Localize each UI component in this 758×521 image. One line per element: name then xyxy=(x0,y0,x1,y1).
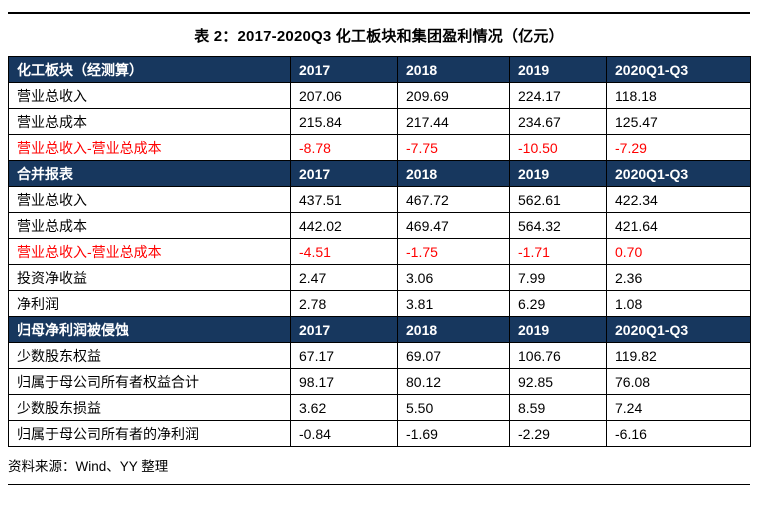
value-cell: 67.17 xyxy=(290,342,398,369)
table-row: 少数股东权益 67.17 69.07 106.76 119.82 xyxy=(8,342,751,369)
section-header-row: 合并报表 2017 2018 2019 2020Q1-Q3 xyxy=(8,160,751,187)
row-label: 归属于母公司所有者的净利润 xyxy=(8,420,291,447)
value-cell: 0.70 xyxy=(606,238,751,265)
source-note: 资料来源：Wind、YY 整理 xyxy=(8,459,169,474)
value-cell: -7.29 xyxy=(606,134,751,161)
value-cell: 217.44 xyxy=(397,108,510,135)
table-row: 归属于母公司所有者的净利润 -0.84 -1.69 -2.29 -6.16 xyxy=(8,420,751,447)
row-label: 营业总收入 xyxy=(8,82,291,109)
year-column-header: 2018 xyxy=(397,160,510,187)
section-header-row: 化工板块（经测算） 2017 2018 2019 2020Q1-Q3 xyxy=(8,56,751,83)
year-column-header: 2017 xyxy=(290,316,398,343)
profit-table: 化工板块（经测算） 2017 2018 2019 2020Q1-Q3 营业总收入 207.0… xyxy=(8,56,751,447)
value-cell: 3.06 xyxy=(397,264,510,291)
year-column-header: 2019 xyxy=(509,316,607,343)
value-cell: -2.29 xyxy=(509,420,607,447)
table-row: 营业总收入 207.06 209.69 224.17 118.18 xyxy=(8,82,751,109)
row-label: 归属于母公司所有者权益合计 xyxy=(8,368,291,395)
value-cell: 7.99 xyxy=(509,264,607,291)
value-cell: -1.75 xyxy=(397,238,510,265)
value-cell: 2.47 xyxy=(290,264,398,291)
value-cell: 469.47 xyxy=(397,212,510,239)
section-header-label: 归母净利润被侵蚀 xyxy=(8,316,291,343)
value-cell: 5.50 xyxy=(397,394,510,421)
bottom-horizontal-rule xyxy=(8,484,750,485)
value-cell: 234.67 xyxy=(509,108,607,135)
value-cell: 2.78 xyxy=(290,290,398,317)
section-header-label: 合并报表 xyxy=(8,160,291,187)
table-row: 少数股东损益 3.62 5.50 8.59 7.24 xyxy=(8,394,751,421)
section-header-label: 化工板块（经测算） xyxy=(8,56,291,83)
value-cell: -10.50 xyxy=(509,134,607,161)
value-cell: 2.36 xyxy=(606,264,751,291)
table-row: 营业总收入-营业总成本 -8.78 -7.75 -10.50 -7.29 xyxy=(8,134,751,161)
value-cell: 92.85 xyxy=(509,368,607,395)
profit-table-body: 化工板块（经测算） 2017 2018 2019 2020Q1-Q3 营业总收入 207.0… xyxy=(8,56,751,447)
value-cell: 422.34 xyxy=(606,186,751,213)
year-column-header: 2019 xyxy=(509,56,607,83)
value-cell: 76.08 xyxy=(606,368,751,395)
value-cell: 3.62 xyxy=(290,394,398,421)
row-label: 营业总收入-营业总成本 xyxy=(8,134,291,161)
top-horizontal-rule xyxy=(8,12,750,14)
table-row: 营业总收入 437.51 467.72 562.61 422.34 xyxy=(8,186,751,213)
table-row: 归属于母公司所有者权益合计 98.17 80.12 92.85 76.08 xyxy=(8,368,751,395)
table-title: 表 2：2017-2020Q3 化工板块和集团盈利情况（亿元） xyxy=(194,28,564,45)
table-row: 净利润 2.78 3.81 6.29 1.08 xyxy=(8,290,751,317)
value-cell: 6.29 xyxy=(509,290,607,317)
value-cell: 3.81 xyxy=(397,290,510,317)
value-cell: 207.06 xyxy=(290,82,398,109)
value-cell: 562.61 xyxy=(509,186,607,213)
value-cell: 215.84 xyxy=(290,108,398,135)
year-column-header: 2018 xyxy=(397,56,510,83)
year-column-header: 2020Q1-Q3 xyxy=(606,56,751,83)
report-page: 表 2：2017-2020Q3 化工板块和集团盈利情况（亿元） 化工板块（经测算… xyxy=(0,12,758,485)
value-cell: -7.75 xyxy=(397,134,510,161)
value-cell: -4.51 xyxy=(290,238,398,265)
row-label: 少数股东权益 xyxy=(8,342,291,369)
value-cell: 437.51 xyxy=(290,186,398,213)
value-cell: 224.17 xyxy=(509,82,607,109)
value-cell: 421.64 xyxy=(606,212,751,239)
value-cell: 7.24 xyxy=(606,394,751,421)
value-cell: -1.69 xyxy=(397,420,510,447)
value-cell: -1.71 xyxy=(509,238,607,265)
year-column-header: 2020Q1-Q3 xyxy=(606,316,751,343)
value-cell: 564.32 xyxy=(509,212,607,239)
value-cell: 106.76 xyxy=(509,342,607,369)
year-column-header: 2017 xyxy=(290,160,398,187)
value-cell: 1.08 xyxy=(606,290,751,317)
row-label: 营业总收入 xyxy=(8,186,291,213)
year-column-header: 2018 xyxy=(397,316,510,343)
section-header-row: 归母净利润被侵蚀 2017 2018 2019 2020Q1-Q3 xyxy=(8,316,751,343)
value-cell: -8.78 xyxy=(290,134,398,161)
value-cell: 8.59 xyxy=(509,394,607,421)
table-row: 营业总收入-营业总成本 -4.51 -1.75 -1.71 0.70 xyxy=(8,238,751,265)
row-label: 营业总收入-营业总成本 xyxy=(8,238,291,265)
year-column-header: 2017 xyxy=(290,56,398,83)
year-column-header: 2019 xyxy=(509,160,607,187)
row-label: 少数股东损益 xyxy=(8,394,291,421)
row-label: 投资净收益 xyxy=(8,264,291,291)
value-cell: -0.84 xyxy=(290,420,398,447)
value-cell: 125.47 xyxy=(606,108,751,135)
value-cell: 98.17 xyxy=(290,368,398,395)
value-cell: -6.16 xyxy=(606,420,751,447)
value-cell: 69.07 xyxy=(397,342,510,369)
table-row: 营业总成本 442.02 469.47 564.32 421.64 xyxy=(8,212,751,239)
row-label: 净利润 xyxy=(8,290,291,317)
value-cell: 467.72 xyxy=(397,186,510,213)
value-cell: 119.82 xyxy=(606,342,751,369)
value-cell: 209.69 xyxy=(397,82,510,109)
table-row: 营业总成本 215.84 217.44 234.67 125.47 xyxy=(8,108,751,135)
row-label: 营业总成本 xyxy=(8,212,291,239)
row-label: 营业总成本 xyxy=(8,108,291,135)
year-column-header: 2020Q1-Q3 xyxy=(606,160,751,187)
value-cell: 118.18 xyxy=(606,82,751,109)
value-cell: 442.02 xyxy=(290,212,398,239)
value-cell: 80.12 xyxy=(397,368,510,395)
table-row: 投资净收益 2.47 3.06 7.99 2.36 xyxy=(8,264,751,291)
